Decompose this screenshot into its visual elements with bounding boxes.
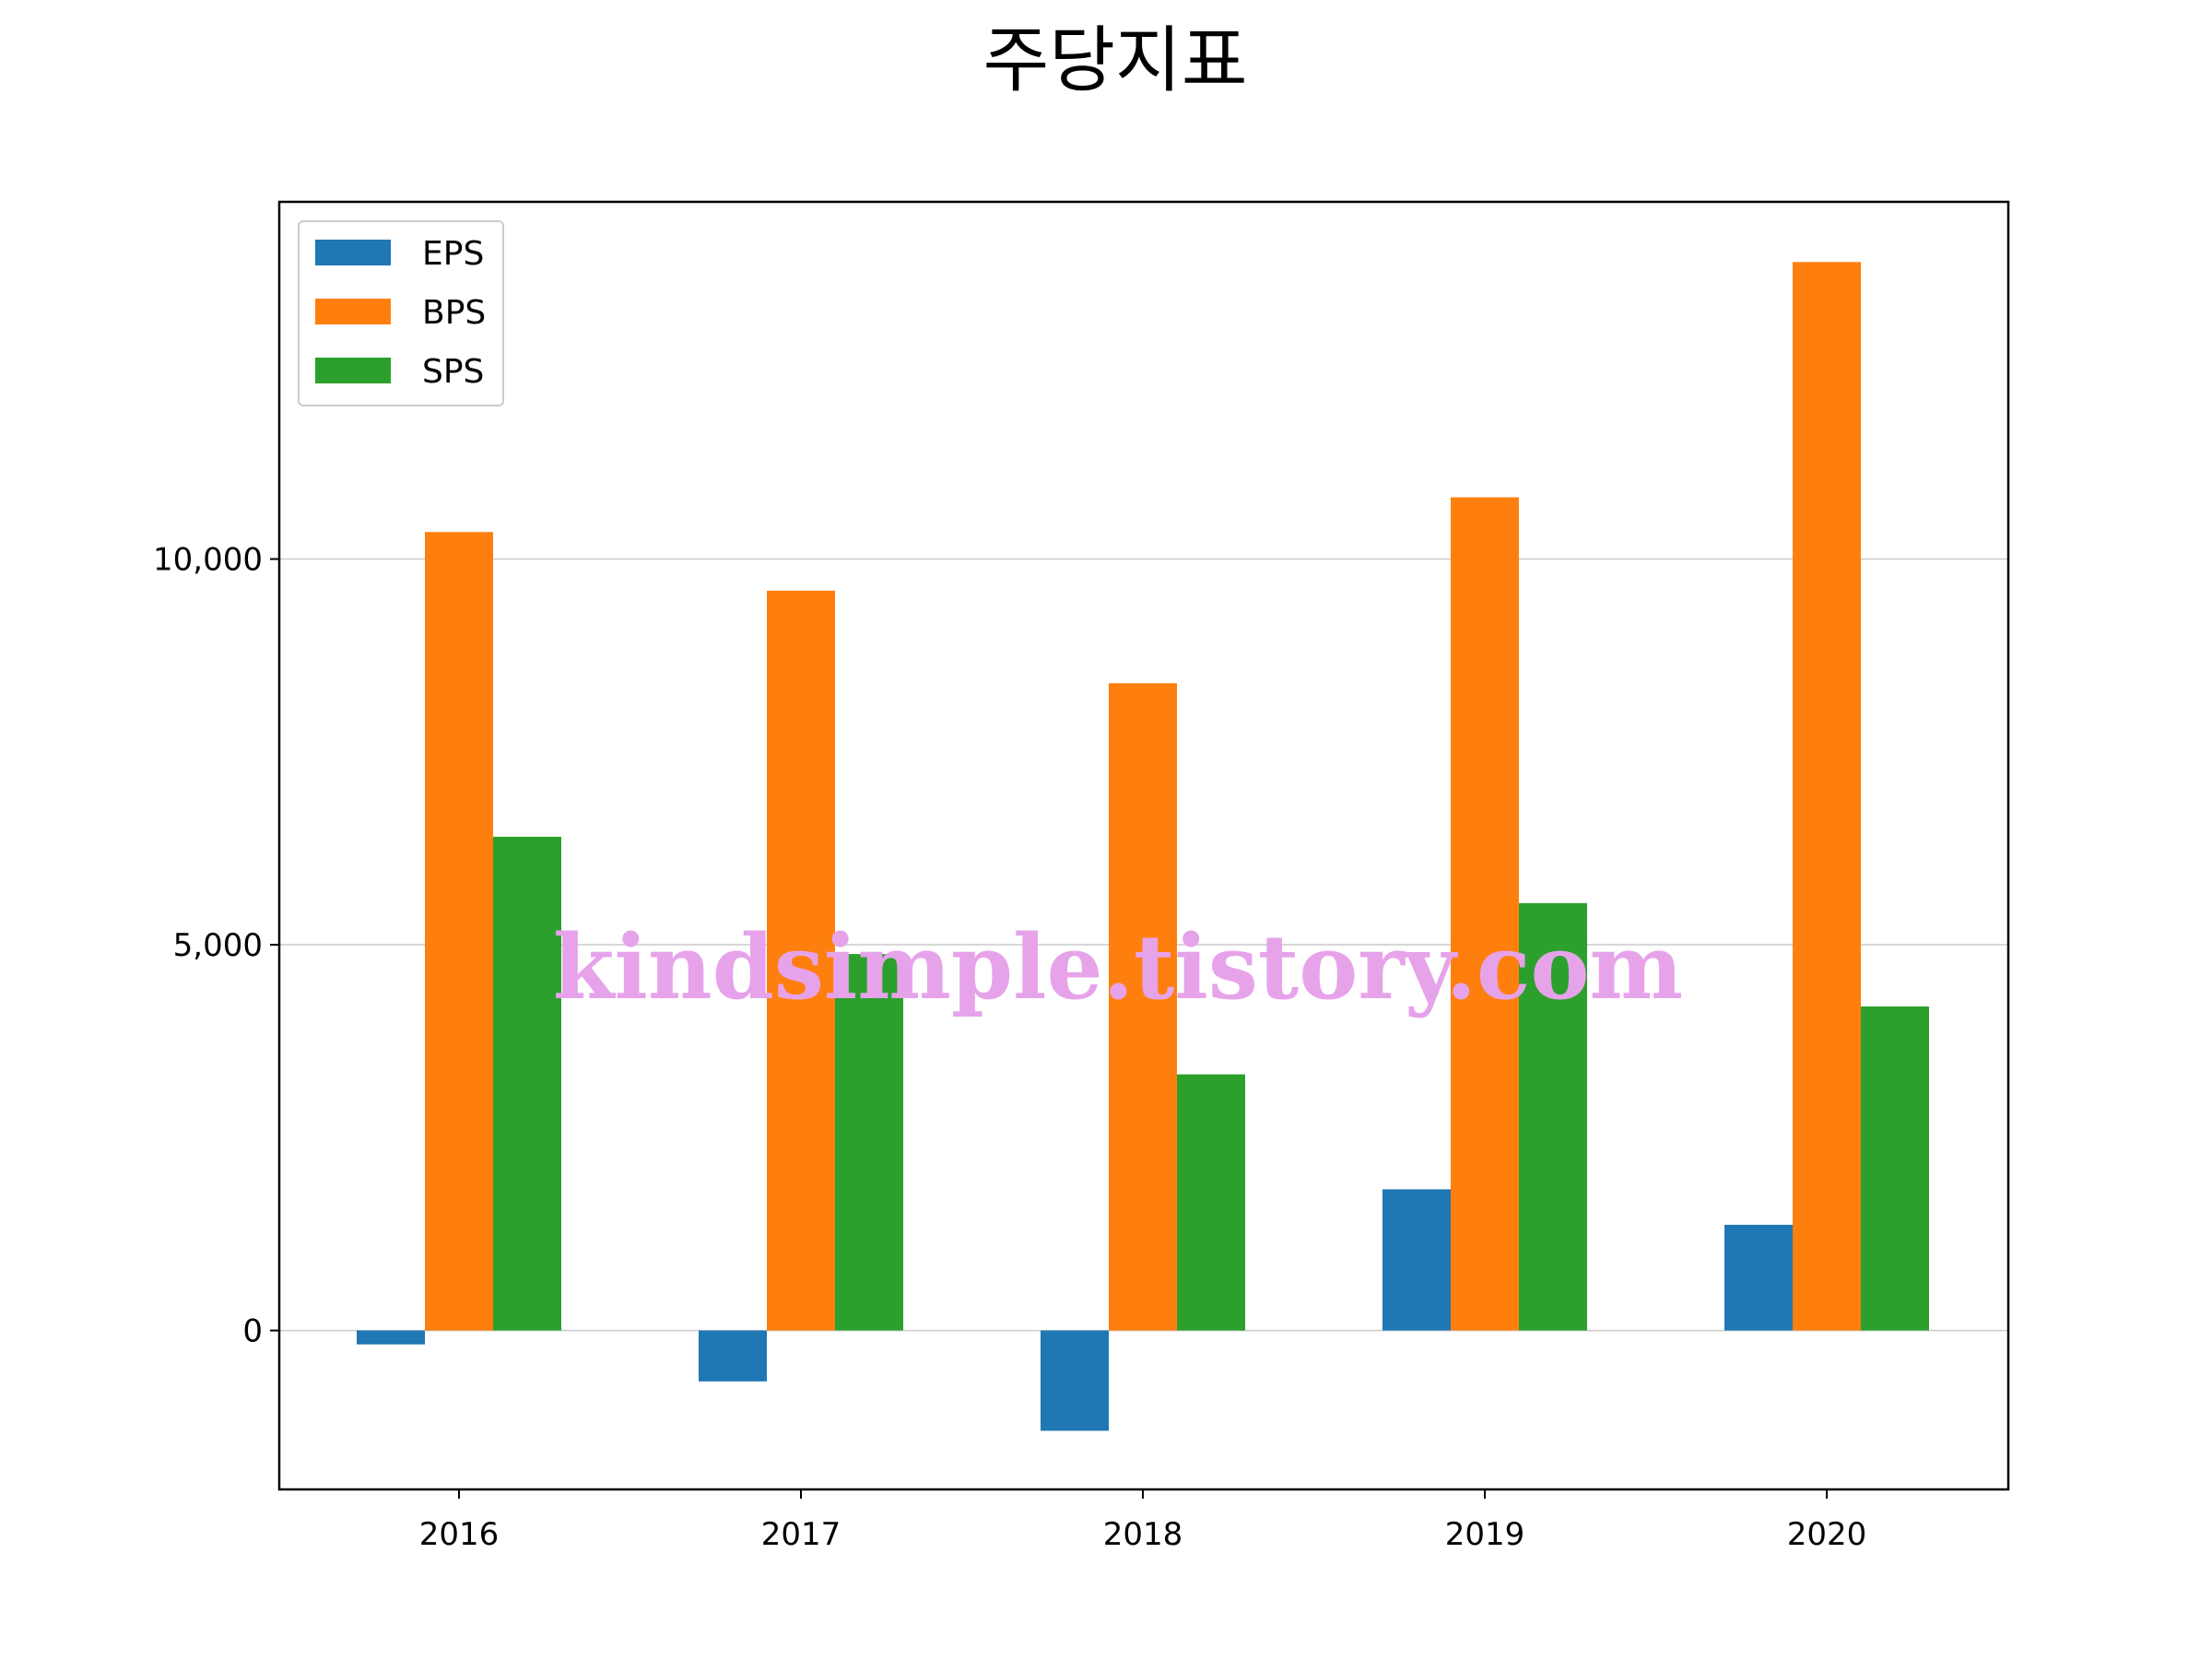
bar-sps-2019 <box>1519 902 1587 1331</box>
bar-eps-2019 <box>1382 1189 1451 1331</box>
y-axis: 0 5,000 10,000 <box>153 542 279 1350</box>
bar-bps-2018 <box>1109 683 1177 1331</box>
chart-title: 주당지표 <box>982 19 1247 102</box>
x-tick-label: 2016 <box>419 1516 500 1553</box>
legend-label-sps: SPS <box>422 353 484 391</box>
plot-frame <box>277 200 2010 1491</box>
watermark: kindsimple.tistory.com <box>553 915 1683 1019</box>
legend-swatch-sps <box>315 358 391 383</box>
bars <box>357 262 1929 1431</box>
bar-sps-2017 <box>835 954 903 1331</box>
x-tick-label: 2017 <box>761 1516 841 1553</box>
y-tick-label: 10,000 <box>153 542 263 579</box>
legend-swatch-bps <box>315 299 391 324</box>
x-axis: 2016 2017 2018 2019 2020 <box>419 1489 1867 1553</box>
legend-swatch-eps <box>315 240 391 265</box>
x-tick-label: 2018 <box>1103 1516 1183 1553</box>
bar-bps-2019 <box>1451 497 1519 1331</box>
bar-sps-2020 <box>1861 1006 1929 1331</box>
bar-sps-2016 <box>493 836 561 1331</box>
legend-label-eps: EPS <box>422 235 484 273</box>
bar-eps-2017 <box>699 1330 767 1382</box>
bar-bps-2016 <box>425 532 493 1331</box>
bar-bps-2017 <box>767 590 835 1331</box>
bar-eps-2020 <box>1724 1224 1793 1331</box>
bar-sps-2018 <box>1177 1074 1245 1331</box>
bar-bps-2020 <box>1793 262 1861 1331</box>
y-tick-label: 5,000 <box>173 927 263 964</box>
legend-label-bps: BPS <box>422 294 486 332</box>
x-tick-label: 2019 <box>1445 1516 1525 1553</box>
legend: EPS BPS SPS <box>298 220 504 406</box>
bar-eps-2016 <box>357 1330 425 1345</box>
y-tick-label: 0 <box>242 1313 263 1350</box>
bar-eps-2018 <box>1041 1330 1109 1431</box>
x-tick-label: 2020 <box>1787 1516 1867 1553</box>
